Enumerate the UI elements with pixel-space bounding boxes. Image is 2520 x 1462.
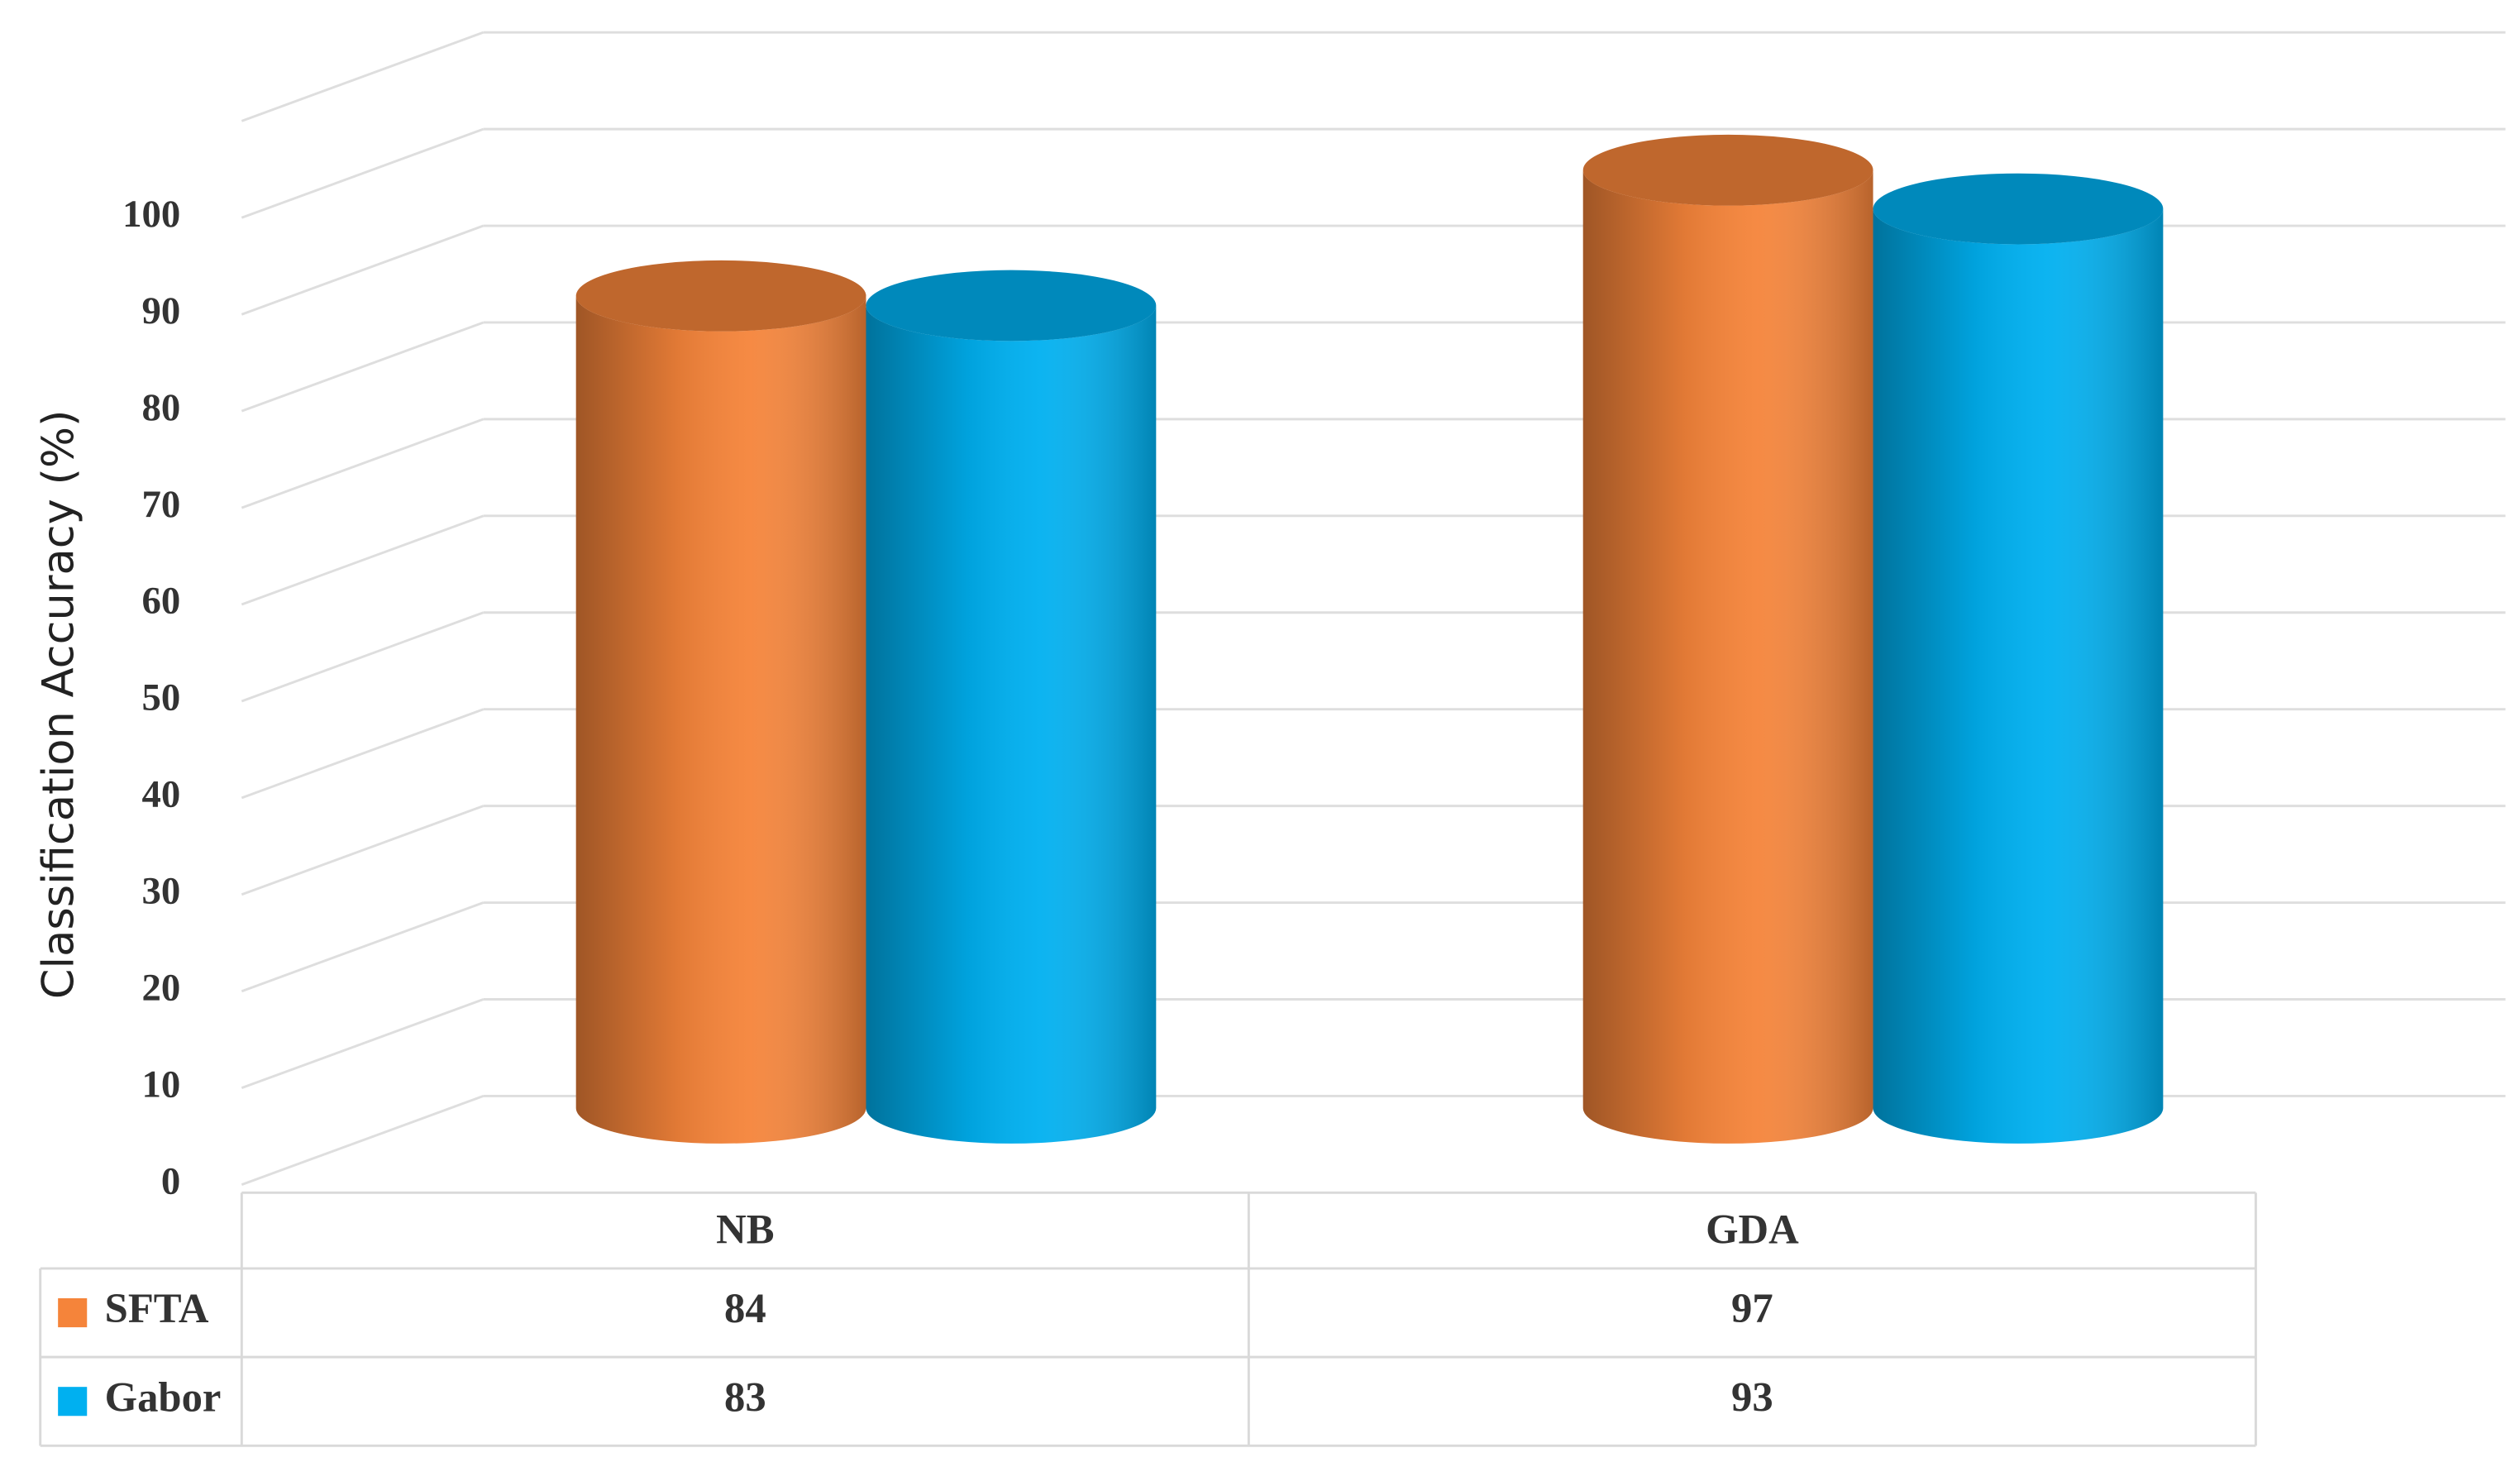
legend-label: Gabor bbox=[105, 1374, 222, 1420]
x-tick-label: NB bbox=[716, 1206, 774, 1253]
grid-line bbox=[241, 805, 484, 896]
legend-label: SFTA bbox=[105, 1285, 209, 1331]
y-tick-label: 30 bbox=[142, 870, 181, 913]
y-tick-label: 80 bbox=[142, 386, 181, 429]
bar-shade bbox=[1873, 208, 2164, 1144]
bar-top-shade bbox=[1582, 134, 1873, 206]
table-value: 83 bbox=[724, 1374, 766, 1420]
y-tick-label: 70 bbox=[142, 483, 181, 526]
y-tick-label: 50 bbox=[142, 676, 181, 719]
bar-top-shade bbox=[1873, 173, 2164, 245]
grid-line bbox=[241, 901, 484, 993]
bar-top-shade bbox=[575, 260, 866, 332]
y-tick-label: 100 bbox=[122, 193, 180, 236]
legend-swatch bbox=[58, 1297, 88, 1328]
grid-line bbox=[241, 418, 484, 509]
grid-line bbox=[241, 708, 484, 800]
bar-top bbox=[866, 270, 1157, 342]
y-tick-label: 40 bbox=[142, 773, 181, 816]
grid-line bbox=[241, 224, 484, 316]
bar-shade bbox=[866, 305, 1157, 1144]
bar-shade bbox=[575, 295, 866, 1144]
legend-swatch bbox=[58, 1387, 88, 1417]
y-tick-label: 20 bbox=[142, 966, 181, 1009]
table-value: 97 bbox=[1731, 1285, 1773, 1331]
y-tick-label: 60 bbox=[142, 580, 181, 623]
x-tick-label: GDA bbox=[1706, 1206, 1799, 1253]
grid-line bbox=[241, 611, 484, 703]
y-tick-label: 90 bbox=[142, 289, 181, 332]
grid-line bbox=[241, 321, 484, 413]
grid-line bbox=[241, 1095, 484, 1186]
bar-top bbox=[1582, 134, 1873, 206]
grid-line bbox=[241, 998, 484, 1090]
y-tick-label: 0 bbox=[161, 1159, 180, 1202]
bar-top-shade bbox=[866, 270, 1157, 342]
bar-top bbox=[1873, 173, 2164, 245]
table-value: 93 bbox=[1731, 1374, 1773, 1420]
grid-line bbox=[241, 514, 484, 606]
table-value: 84 bbox=[724, 1285, 766, 1331]
y-axis-title: Classification Accuracy (%) bbox=[34, 409, 84, 999]
grid-line bbox=[241, 127, 484, 219]
wall-edge bbox=[241, 31, 484, 122]
bar-top bbox=[575, 260, 866, 332]
bar-shade bbox=[1582, 170, 1873, 1144]
y-tick-label: 10 bbox=[142, 1063, 181, 1106]
